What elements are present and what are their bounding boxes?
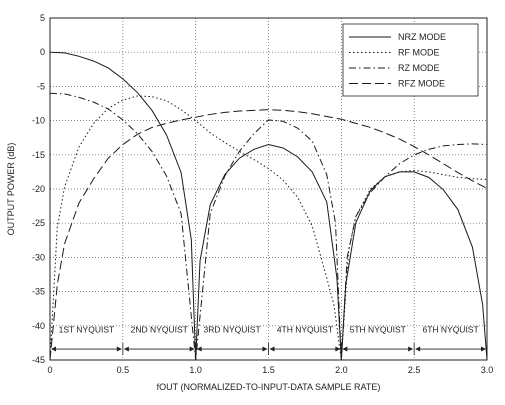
y-tick-label: 0	[40, 47, 45, 57]
legend-entry: NRZ MODE	[398, 32, 446, 42]
y-tick-label: -15	[32, 150, 45, 160]
nyquist-zone: 4TH NYQUIST	[269, 325, 342, 356]
x-tick-label: 0.5	[117, 365, 130, 375]
legend-entry: RZ MODE	[398, 63, 440, 73]
x-tick-label: 2.5	[408, 365, 421, 375]
nyquist-zone: 1ST NYQUIST	[51, 325, 124, 356]
nyquist-zone: 3RD NYQUIST	[196, 325, 269, 356]
arrow-head-left	[269, 346, 275, 352]
grid	[50, 18, 487, 360]
legend-entry: RF MODE	[398, 48, 440, 58]
nyquist-label: 3RD NYQUIST	[204, 325, 261, 335]
nyquist-label: 5TH NYQUIST	[350, 325, 406, 335]
y-tick-label: -45	[32, 355, 45, 365]
series-line-nrz-mode	[50, 51, 487, 360]
arrow-head-right	[262, 346, 268, 352]
arrow-head-left	[415, 346, 421, 352]
nyquist-label: 1ST NYQUIST	[59, 325, 115, 335]
nyquist-zone: 2ND NYQUIST	[123, 325, 197, 356]
plot-area	[50, 51, 487, 360]
y-tick-label: -30	[32, 252, 45, 262]
x-tick-label: 3.0	[481, 365, 494, 375]
x-tick-label: 2.0	[335, 365, 348, 375]
y-tick-label: -20	[32, 184, 45, 194]
y-tick-label: -40	[32, 321, 45, 331]
arrow-head-left	[342, 346, 348, 352]
plot-frame	[49, 17, 488, 361]
y-tick-label: -25	[32, 218, 45, 228]
x-axis-label: fOUT (NORMALIZED-TO-INPUT-DATA SAMPLE RA…	[157, 382, 381, 392]
nyquist-label: 4TH NYQUIST	[277, 325, 333, 335]
legend: NRZ MODE RF MODE RZ MODE RFZ MODE	[342, 23, 479, 97]
arrow-head-left	[51, 346, 56, 352]
x-tick-label: 1.0	[189, 365, 202, 375]
arrow-head-right	[408, 346, 414, 352]
series-line-rfz-mode	[50, 109, 487, 360]
arrow-head-right	[335, 346, 341, 352]
arrow-head-left	[196, 346, 202, 352]
y-tick-label: 5	[40, 13, 45, 23]
nyquist-label: 2ND NYQUIST	[131, 325, 188, 335]
x-tick-labels: 0 0.5 1.0 1.5 2.0 2.5 3.0	[47, 365, 493, 375]
y-tick-label: -5	[37, 81, 45, 91]
y-tick-label: -35	[32, 287, 45, 297]
x-tick-label: 1.5	[262, 365, 275, 375]
x-tick-label: 0	[47, 365, 52, 375]
y-tick-labels: 5 0 -5 -10 -15 -20 -25 -30 -35 -40 -45	[32, 13, 45, 365]
series-line-rz-mode	[50, 92, 487, 360]
arrow-head-right	[481, 346, 486, 352]
y-tick-label: -10	[32, 116, 45, 126]
arrow-head-left	[123, 346, 129, 352]
nyquist-zone: 5TH NYQUIST	[342, 325, 415, 356]
nyquist-label: 6TH NYQUIST	[422, 325, 478, 335]
nyquist-zone: 6TH NYQUIST	[415, 325, 488, 356]
arrow-head-right	[116, 346, 122, 352]
y-axis-label: OUTPUT POWER (dB)	[6, 143, 16, 236]
legend-entry: RFZ MODE	[398, 79, 445, 89]
arrow-head-right	[189, 346, 195, 352]
nyquist-zones: 1ST NYQUIST 2ND NYQUIST 3RD NYQUIST 4TH NYQ…	[51, 325, 488, 356]
